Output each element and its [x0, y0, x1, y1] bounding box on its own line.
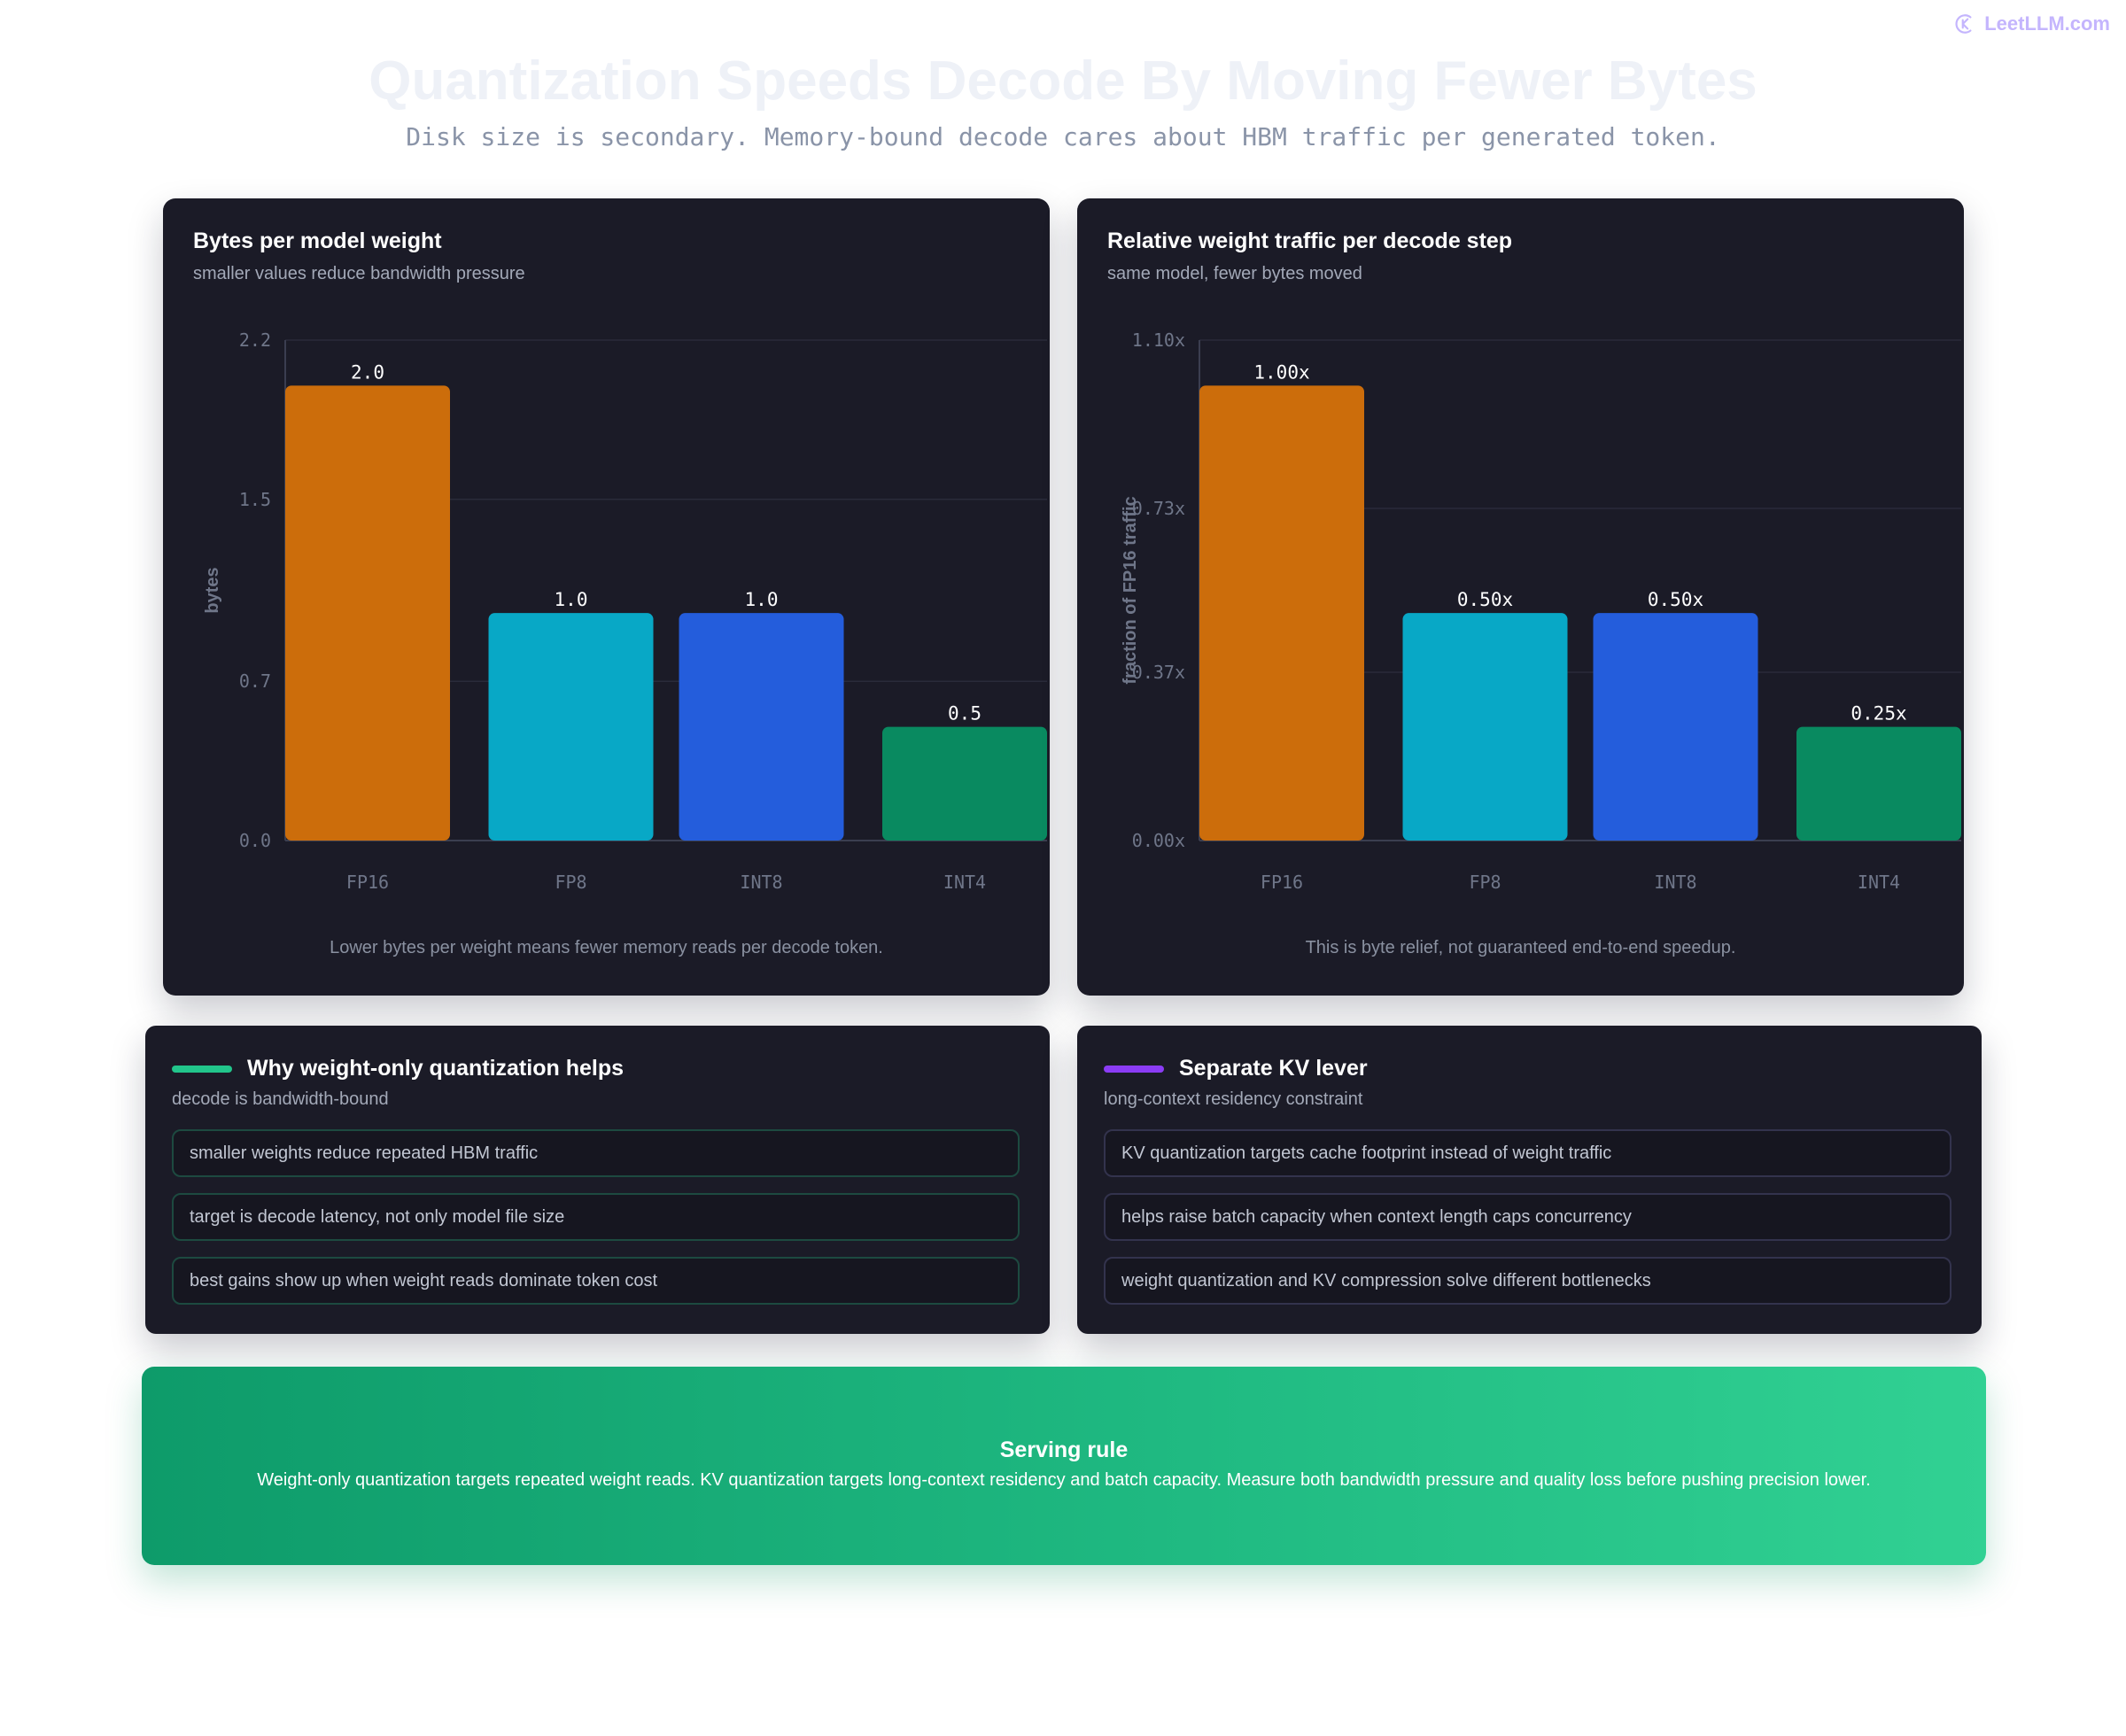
bar-int4 [1796, 726, 1961, 841]
x-tick-label: FP16 [346, 872, 389, 893]
x-tick-label: FP8 [555, 872, 586, 893]
kv-card-header: Separate KV lever [1104, 1056, 1368, 1081]
y-tick-label: 1.10x [1132, 329, 1185, 351]
chart-title: Relative weight traffic per decode step [1107, 229, 1513, 253]
y-axis-label: fraction of FP16 traffic [1121, 496, 1140, 684]
kv-item: KV quantization targets cache footprint … [1104, 1129, 1951, 1177]
bar-value-label: 0.50x [1457, 589, 1513, 610]
x-tick-label: INT4 [943, 872, 986, 893]
kv-item: weight quantization and KV compression s… [1104, 1257, 1951, 1305]
why-item: smaller weights reduce repeated HBM traf… [172, 1129, 1020, 1177]
y-tick-label: 1.5 [239, 489, 271, 510]
chart-subtitle: same model, fewer bytes moved [1107, 264, 1362, 283]
y-tick-label: 0.00x [1132, 830, 1185, 851]
kv-item: helps raise batch capacity when context … [1104, 1193, 1951, 1241]
x-tick-label: INT8 [740, 872, 782, 893]
chart-footer-note: Lower bytes per weight means fewer memor… [330, 938, 883, 957]
bar-fp16 [285, 385, 450, 841]
why-weight-only-card: Why weight-only quantization helps decod… [145, 1026, 1050, 1334]
bytes-per-weight-chart: 0.0 0.7 1.5 2.2 bytes 2.0 FP16 1.0 FP8 1.0 INT8 0.5… [203, 329, 1047, 893]
bar-fp8 [1402, 613, 1568, 841]
bar-value-label: 2.0 [351, 361, 384, 383]
serving-rule-title: Serving rule [999, 1438, 1129, 1462]
purple-accent-bar [1104, 1065, 1164, 1073]
serving-rule-banner: Serving rule Weight-only quantization ta… [142, 1367, 1986, 1565]
chart-footer-note: This is byte relief, not guaranteed end-… [1305, 938, 1736, 957]
relative-traffic-chart: 0.00x 0.37x 0.73x 1.10x fraction of FP16 tra… [1121, 329, 1961, 893]
y-tick-label: 0.37x [1132, 662, 1185, 683]
bar-value-label: 1.0 [555, 589, 588, 610]
chart-title: Bytes per model weight [193, 229, 442, 253]
why-card-header: Why weight-only quantization helps [172, 1056, 624, 1081]
serving-rule-text: Weight-only quantization targets repeate… [257, 1470, 1871, 1490]
why-card-title: Why weight-only quantization helps [247, 1056, 624, 1081]
y-tick-label: 0.0 [239, 830, 271, 851]
chart-subtitle: smaller values reduce bandwidth pressure [193, 264, 525, 283]
kv-card-title: Separate KV lever [1179, 1056, 1368, 1081]
why-item: target is decode latency, not only model… [172, 1193, 1020, 1241]
y-tick-label: 0.7 [239, 670, 271, 692]
bar-int4 [882, 726, 1047, 841]
bar-fp8 [488, 613, 654, 841]
y-tick-label: 0.73x [1132, 498, 1185, 519]
why-item: best gains show up when weight reads dom… [172, 1257, 1020, 1305]
page-title: Quantization Speeds Decode By Moving Few… [369, 50, 1757, 112]
x-tick-label: INT8 [1654, 872, 1696, 893]
bar-value-label: 1.00x [1253, 361, 1309, 383]
x-tick-label: FP8 [1469, 872, 1501, 893]
kv-card-subtitle: long-context residency constraint [1104, 1089, 1363, 1109]
bar-value-label: 0.25x [1851, 703, 1906, 725]
green-accent-bar [172, 1065, 232, 1073]
x-tick-label: FP16 [1261, 872, 1303, 893]
page-subtitle: Disk size is secondary. Memory-bound dec… [406, 122, 1720, 151]
bar-fp16 [1199, 385, 1364, 841]
separate-kv-lever-card: Separate KV lever long-context residency… [1077, 1026, 1982, 1334]
x-tick-label: INT4 [1858, 872, 1900, 893]
brand-logo[interactable]: LeetLLM.com [1954, 12, 2110, 35]
bytes-per-weight-chart-card: 0.0 0.7 1.5 2.2 bytes 2.0 FP16 1.0 FP8 1.0 INT8 0.5… [163, 198, 1050, 996]
brand-name: LeetLLM.com [1984, 12, 2110, 35]
why-card-subtitle: decode is bandwidth-bound [172, 1089, 389, 1109]
bar-int8 [1593, 613, 1758, 841]
bar-value-label: 1.0 [745, 589, 779, 610]
y-tick-label: 2.2 [239, 329, 271, 351]
y-axis-label: bytes [203, 567, 222, 613]
bar-value-label: 0.50x [1648, 589, 1703, 610]
brand-logo-icon [1955, 14, 1972, 34]
bar-int8 [679, 613, 844, 841]
relative-traffic-chart-card: 0.00x 0.37x 0.73x 1.10x fraction of FP16 tra… [1077, 198, 1964, 996]
bar-value-label: 0.5 [948, 703, 982, 725]
